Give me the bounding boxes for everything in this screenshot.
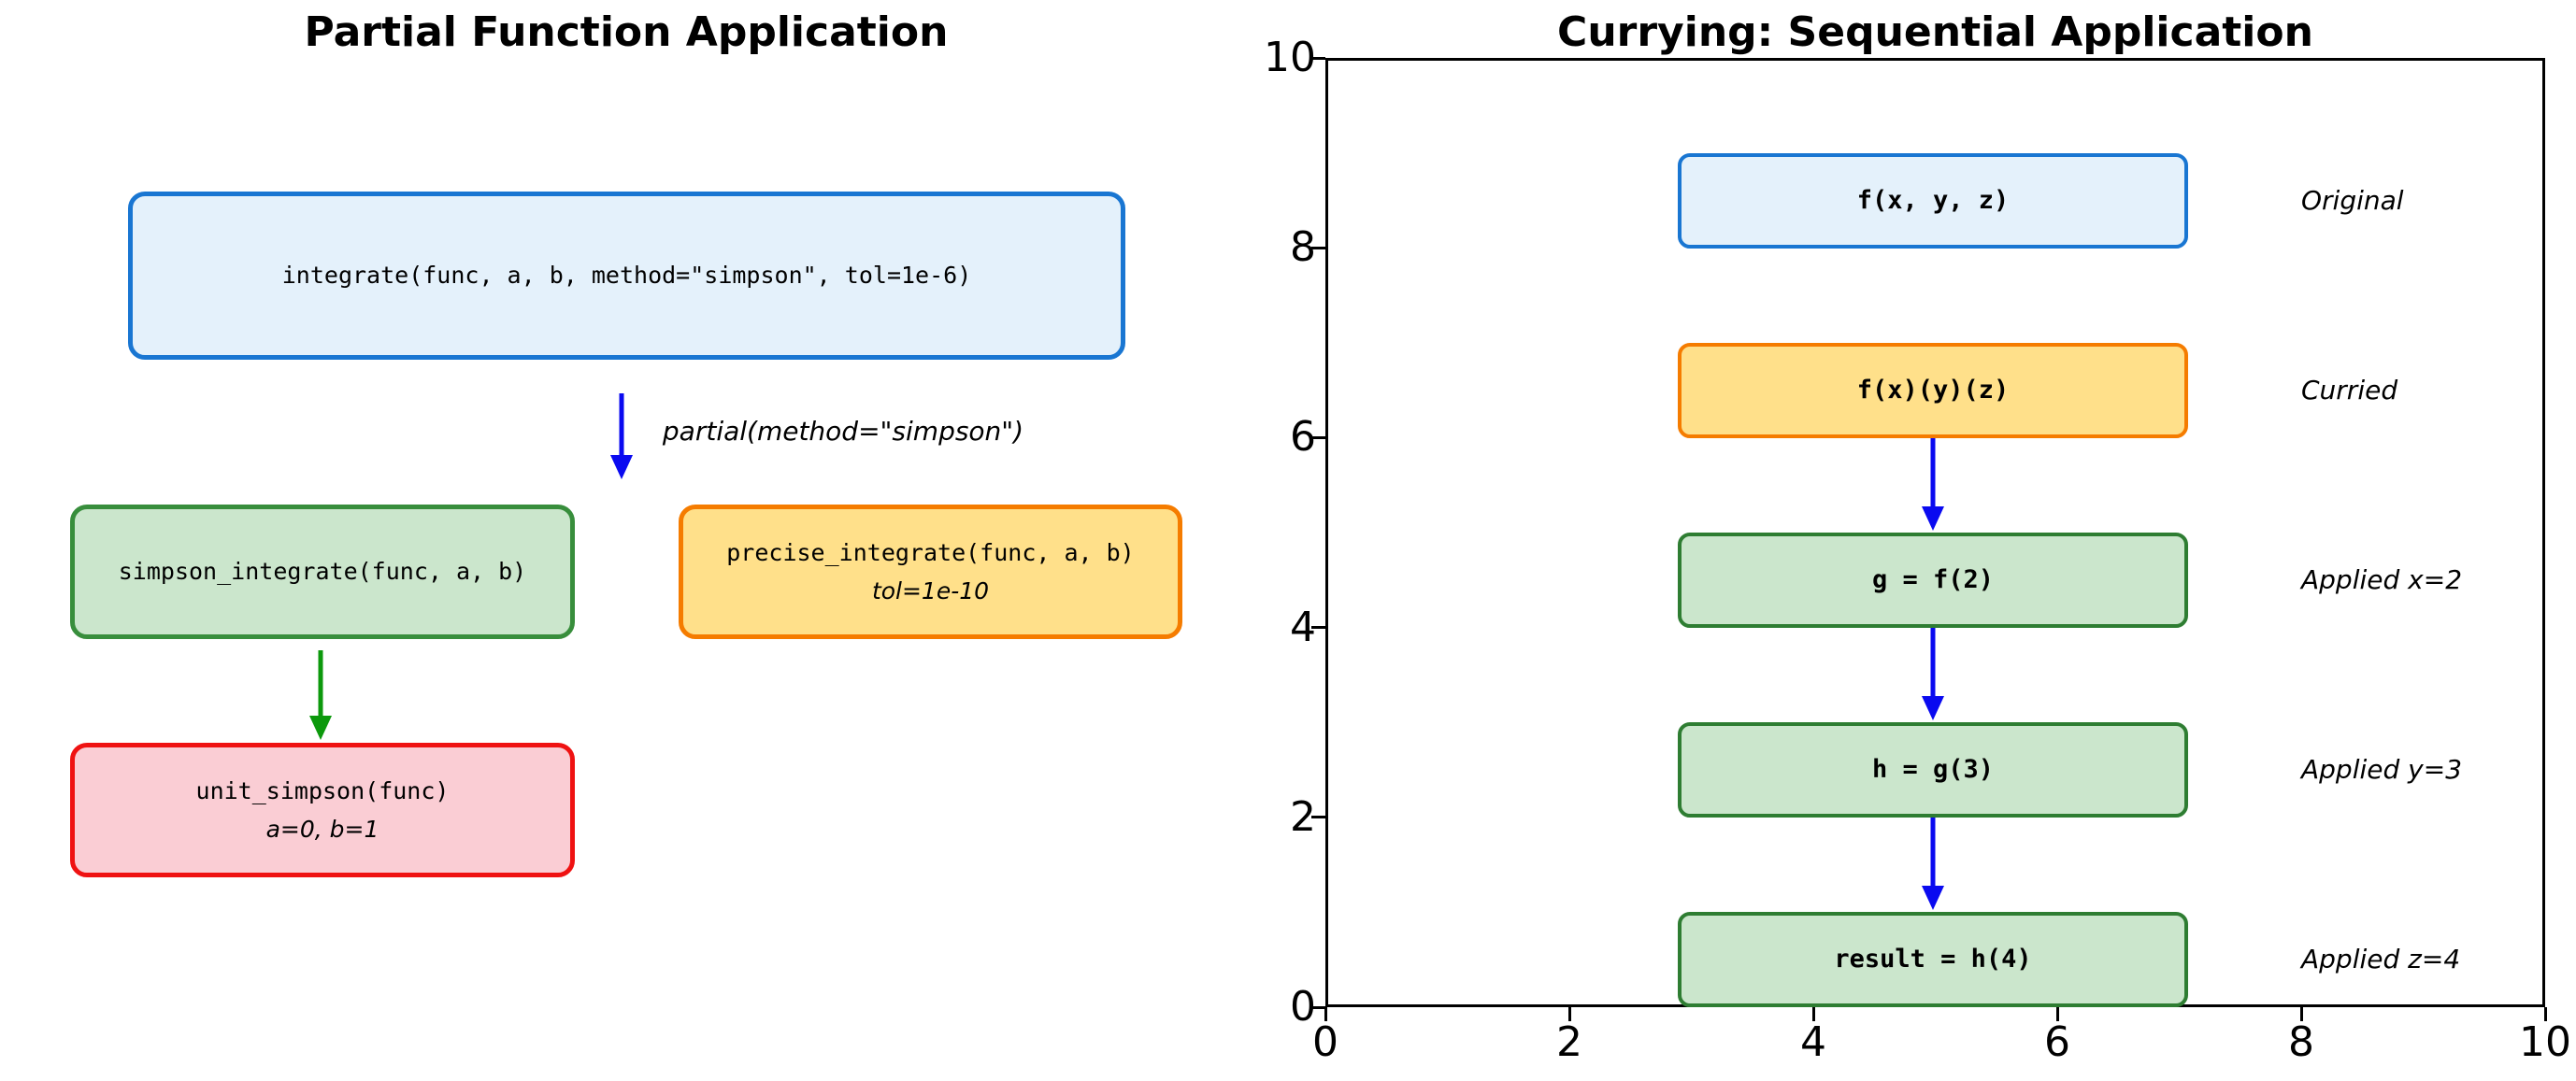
x-tick-label-1: 2 (1556, 1018, 1582, 1066)
x-tick-mark-5 (2543, 1007, 2547, 1021)
y-tick-mark-4 (1311, 246, 1325, 249)
precise-integrate-box: precise_integrate(func, a, b) tol=1e-10 (679, 505, 1182, 639)
curry-arrow-2-head (1922, 696, 1944, 720)
unit-arrow-icon (308, 650, 334, 740)
integrate-box-label: integrate(func, a, b, method="simpson", … (281, 262, 972, 289)
x-tick-label-5: 10 (2519, 1018, 2571, 1066)
precise-integrate-box-sublabel: tol=1e-10 (871, 577, 990, 605)
flow-box-applied-y: h = g(3) (1678, 722, 2188, 818)
unit-simpson-box: unit_simpson(func) a=0, b=1 (70, 743, 575, 877)
y-tick-label-4: 8 (1290, 223, 1316, 272)
unit-arrow-shaft (318, 650, 323, 718)
simpson-integrate-box-label: simpson_integrate(func, a, b) (118, 558, 527, 585)
y-tick-label-1: 2 (1290, 792, 1316, 841)
annotation-applied-x: Applied x=2 (2301, 564, 2463, 595)
x-tick-label-0: 0 (1312, 1018, 1338, 1066)
simpson-integrate-box: simpson_integrate(func, a, b) (70, 505, 575, 639)
x-tick-mark-2 (1811, 1007, 1815, 1021)
curry-arrow-1-icon (1920, 438, 1946, 531)
unit-arrow-head (309, 716, 332, 740)
y-tick-mark-5 (1311, 56, 1325, 60)
curry-arrow-3-shaft (1930, 818, 1936, 888)
curry-arrow-2-shaft (1930, 628, 1936, 698)
precise-integrate-box-label: precise_integrate(func, a, b) (726, 539, 1135, 566)
x-tick-mark-3 (2055, 1007, 2059, 1021)
flow-box-applied-x-label: g = f(2) (1871, 565, 1995, 594)
integrate-box: integrate(func, a, b, method="simpson", … (128, 192, 1125, 360)
curry-arrow-1-head (1922, 506, 1944, 531)
y-tick-label-3: 6 (1290, 413, 1316, 462)
flow-box-original: f(x, y, z) (1678, 153, 2188, 249)
x-tick-mark-4 (2299, 1007, 2303, 1021)
right-panel-title: Currying: Sequential Application (1557, 8, 2313, 56)
partial-annotation: partial(method="simpson") (662, 416, 1024, 447)
unit-simpson-box-label: unit_simpson(func) (195, 777, 450, 804)
left-panel-title: Partial Function Application (304, 8, 949, 56)
y-tick-mark-3 (1311, 435, 1325, 439)
curry-arrow-2-icon (1920, 628, 1946, 720)
annotation-applied-z: Applied z=4 (2301, 944, 2461, 974)
unit-simpson-box-sublabel: a=0, b=1 (265, 816, 379, 843)
partial-arrow-icon (608, 393, 635, 479)
annotation-curried: Curried (2301, 375, 2398, 405)
x-tick-mark-1 (1567, 1007, 1571, 1021)
curry-arrow-1-shaft (1930, 438, 1936, 508)
y-tick-label-2: 4 (1290, 603, 1316, 651)
y-tick-mark-0 (1311, 1005, 1325, 1009)
partial-arrow-shaft (619, 393, 624, 457)
x-tick-label-3: 6 (2044, 1018, 2070, 1066)
curry-arrow-3-head (1922, 886, 1944, 910)
flow-box-applied-y-label: h = g(3) (1871, 755, 1995, 784)
y-tick-label-0: 0 (1290, 983, 1316, 1031)
annotation-original: Original (2301, 185, 2404, 216)
partial-arrow-head (610, 455, 633, 479)
flow-box-original-label: f(x, y, z) (1856, 186, 2010, 215)
x-tick-mark-0 (1324, 1007, 1327, 1021)
y-tick-mark-1 (1311, 816, 1325, 819)
flow-box-curried: f(x)(y)(z) (1678, 343, 2188, 438)
flow-box-curried-label: f(x)(y)(z) (1856, 376, 2010, 405)
y-tick-mark-2 (1311, 626, 1325, 630)
x-tick-label-4: 8 (2288, 1018, 2314, 1066)
flow-box-applied-x: g = f(2) (1678, 533, 2188, 628)
flow-box-result-label: result = h(4) (1834, 945, 2032, 974)
flow-box-result: result = h(4) (1678, 912, 2188, 1007)
y-tick-label-5: 10 (1264, 34, 1316, 81)
x-tick-label-2: 4 (1800, 1018, 1826, 1066)
curry-arrow-3-icon (1920, 818, 1946, 910)
annotation-applied-y: Applied y=3 (2301, 754, 2463, 785)
